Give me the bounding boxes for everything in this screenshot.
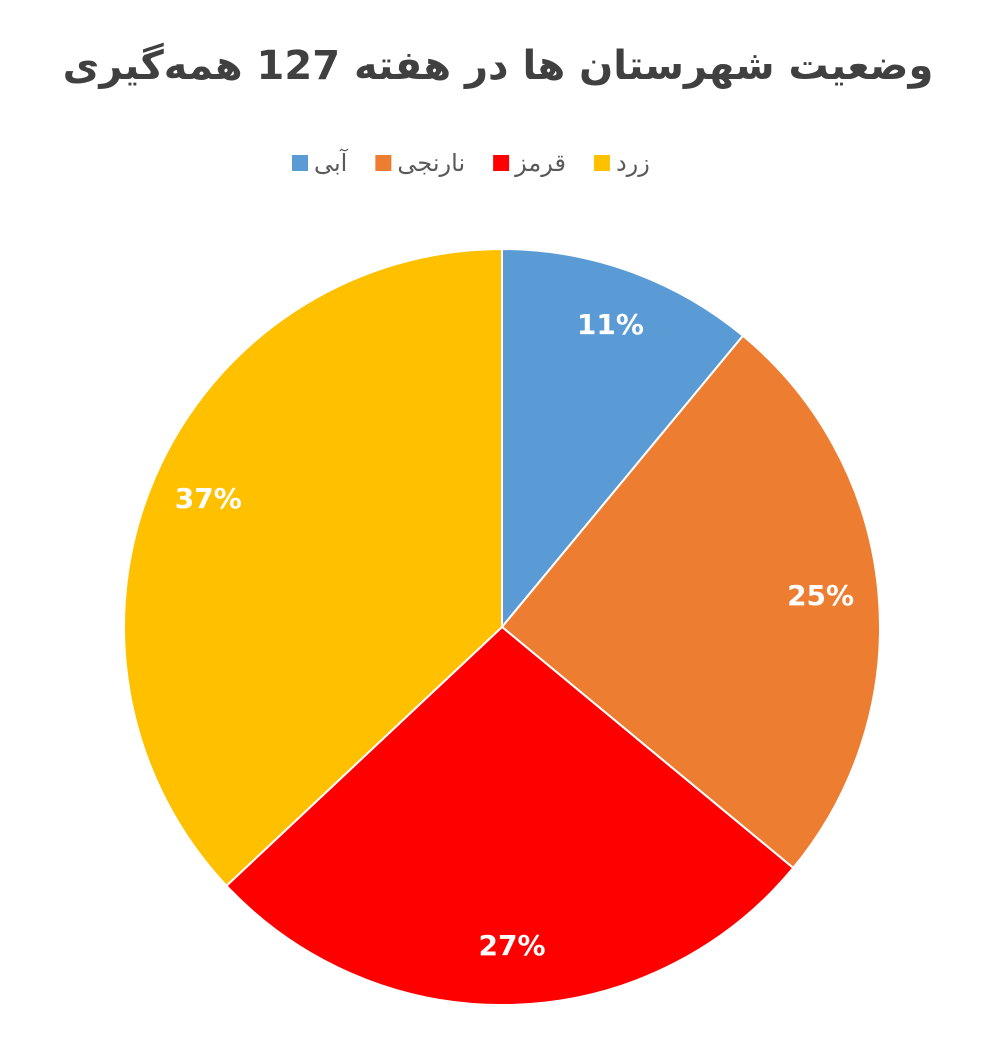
data-label: 11%: [577, 308, 644, 341]
data-label: 37%: [175, 482, 242, 515]
pie-slice: [501, 247, 745, 630]
legend-label: آبی: [314, 148, 349, 177]
legend-label: زرد: [616, 149, 650, 177]
pie-slice: [225, 625, 795, 1006]
legend-swatch: [292, 155, 308, 171]
data-labels: 11% 25% 27% 37%: [175, 308, 854, 962]
legend-swatch: [493, 155, 510, 171]
legend-swatch: [593, 155, 610, 171]
legend-label: قرمز: [514, 149, 566, 177]
pie-slice: [123, 247, 503, 888]
pie-slice: [500, 334, 881, 870]
chart-title: وضعیت شهرستان ها در هفته 127 همه‌گیری: [63, 42, 934, 89]
data-label: 27%: [479, 929, 546, 962]
legend: آبی نارنجی قرمز زرد: [292, 148, 650, 177]
pie: [123, 247, 881, 1006]
legend-swatch: [375, 155, 392, 171]
legend-label: نارنجی: [397, 149, 465, 177]
data-label: 25%: [787, 579, 854, 612]
